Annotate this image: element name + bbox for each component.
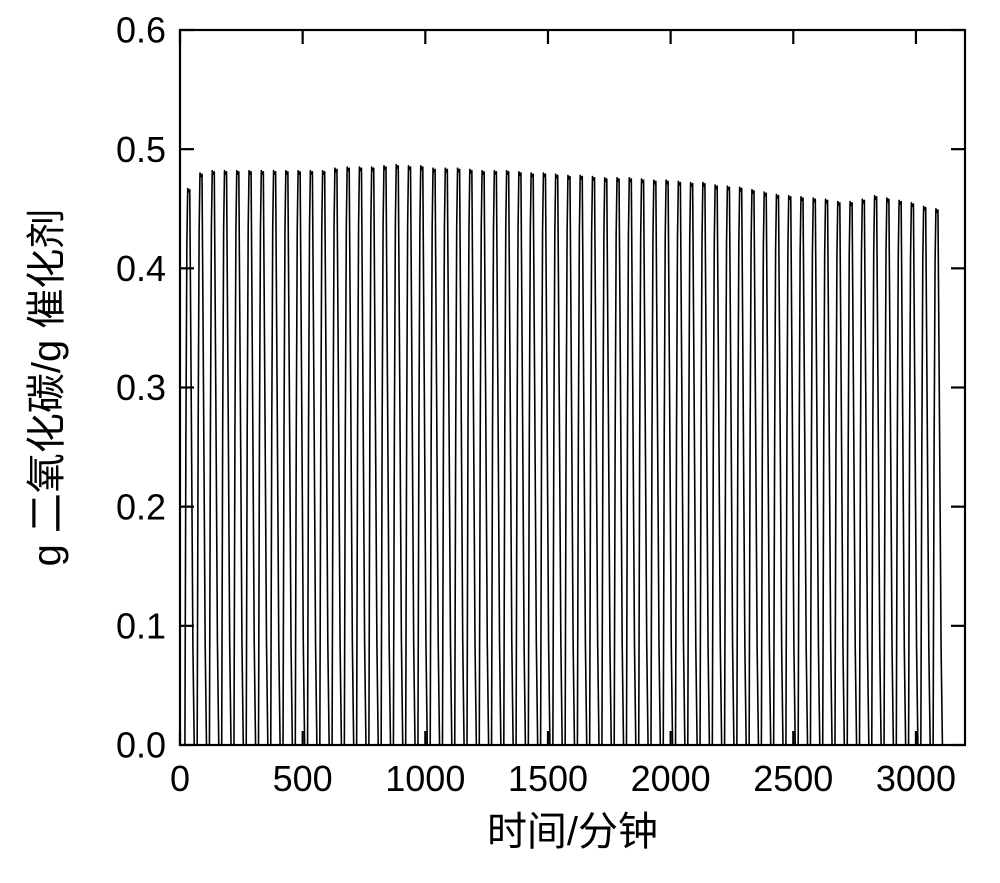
svg-text:500: 500 [273, 758, 333, 799]
svg-text:2500: 2500 [753, 758, 833, 799]
svg-text:3000: 3000 [876, 758, 956, 799]
svg-text:0.4: 0.4 [116, 248, 166, 289]
chart-container: 0 500 1000 1500 2000 2500 3000 0.0 0.1 0.2 0.3 0.4 0… [0, 0, 1000, 883]
svg-text:0.0: 0.0 [116, 725, 166, 766]
svg-text:0: 0 [170, 758, 190, 799]
svg-text:1000: 1000 [385, 758, 465, 799]
svg-text:0.5: 0.5 [116, 129, 166, 170]
svg-text:0.2: 0.2 [116, 486, 166, 527]
svg-text:0.6: 0.6 [116, 10, 166, 51]
svg-text:0.1: 0.1 [116, 605, 166, 646]
cycle-chart: 0 500 1000 1500 2000 2500 3000 0.0 0.1 0.2 0.3 0.4 0… [0, 0, 1000, 883]
svg-text:时间/分钟: 时间/分钟 [487, 810, 658, 854]
svg-text:0.3: 0.3 [116, 367, 166, 408]
svg-text:1500: 1500 [508, 758, 588, 799]
svg-text:2000: 2000 [631, 758, 711, 799]
svg-text:g 二氧化碳/g 催化剂: g 二氧化碳/g 催化剂 [25, 209, 69, 567]
